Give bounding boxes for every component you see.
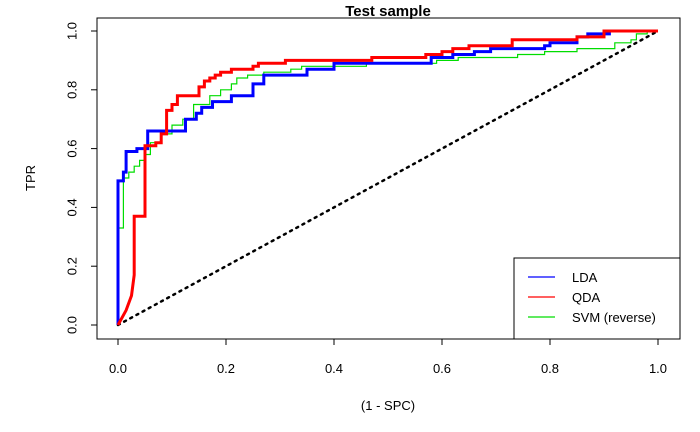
x-tick-label: 0.4: [325, 361, 343, 376]
y-tick-label: 0.4: [65, 198, 80, 216]
legend-label-lda: LDA: [572, 270, 598, 285]
legend-label-qda: QDA: [572, 290, 601, 305]
y-tick-label: 0.2: [65, 257, 80, 275]
x-axis: 0.0 0.2 0.4 0.6 0.8 1.0: [109, 338, 667, 376]
legend: LDA QDA SVM (reverse): [513, 257, 681, 340]
legend-box: [513, 257, 681, 340]
chance-diagonal-line: [116, 29, 660, 327]
x-tick-label: 0.0: [109, 361, 127, 376]
series-line-qda: [116, 29, 658, 326]
plot-area: [116, 29, 660, 327]
y-axis: 0.0 0.2 0.4 0.6 0.8 1.0: [65, 22, 98, 334]
y-tick-label: 1.0: [65, 22, 80, 40]
y-tick-label: 0.0: [65, 316, 80, 334]
x-axis-title: (1 - SPC): [361, 398, 415, 413]
x-tick-label: 0.6: [433, 361, 451, 376]
chart-title: Test sample: [345, 3, 431, 20]
series-line-svm-reverse: [117, 30, 658, 325]
x-tick-label: 1.0: [649, 361, 667, 376]
x-tick-label: 0.2: [217, 361, 235, 376]
y-tick-label: 0.6: [65, 140, 80, 158]
legend-label-svm-reverse: SVM (reverse): [572, 310, 656, 325]
y-tick-label: 0.8: [65, 81, 80, 99]
x-tick-label: 0.8: [541, 361, 559, 376]
y-axis-title: TPR: [23, 165, 38, 191]
